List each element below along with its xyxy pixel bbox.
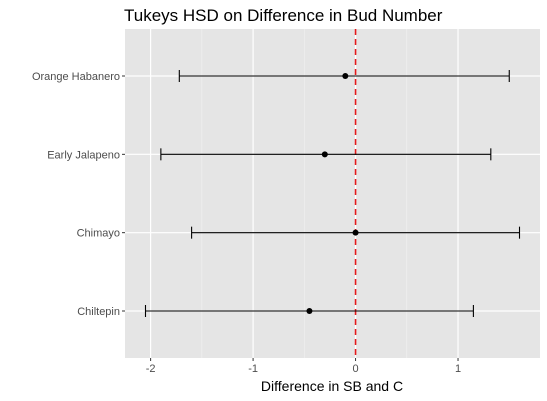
x-tick-label: -2 <box>146 363 156 375</box>
y-tick-label: Chimayo <box>77 228 120 240</box>
estimate-point <box>321 151 328 158</box>
grid-minor <box>201 29 408 358</box>
plot-panel <box>125 29 540 358</box>
x-axis-ticks: -2 -1 0 1 <box>146 358 461 375</box>
y-tick-label: Orange Habanero <box>32 71 120 83</box>
y-axis-labels: Orange Habanero Early Jalapeno Chimayo Chil… <box>32 71 125 318</box>
y-tick-label: Early Jalapeno <box>47 149 120 161</box>
x-tick-label: -1 <box>248 363 258 375</box>
y-tick-label: Chiltepin <box>77 306 120 318</box>
error-bars <box>144 70 521 317</box>
x-tick-label: 0 <box>352 363 358 375</box>
chart-title: Tukeys HSD on Difference in Bud Number <box>124 6 443 25</box>
estimate-point <box>342 73 349 79</box>
estimate-point <box>352 229 359 236</box>
x-axis-label: Difference in SB and C <box>261 378 403 394</box>
x-tick-label: 1 <box>455 363 461 375</box>
estimate-point <box>306 308 313 314</box>
